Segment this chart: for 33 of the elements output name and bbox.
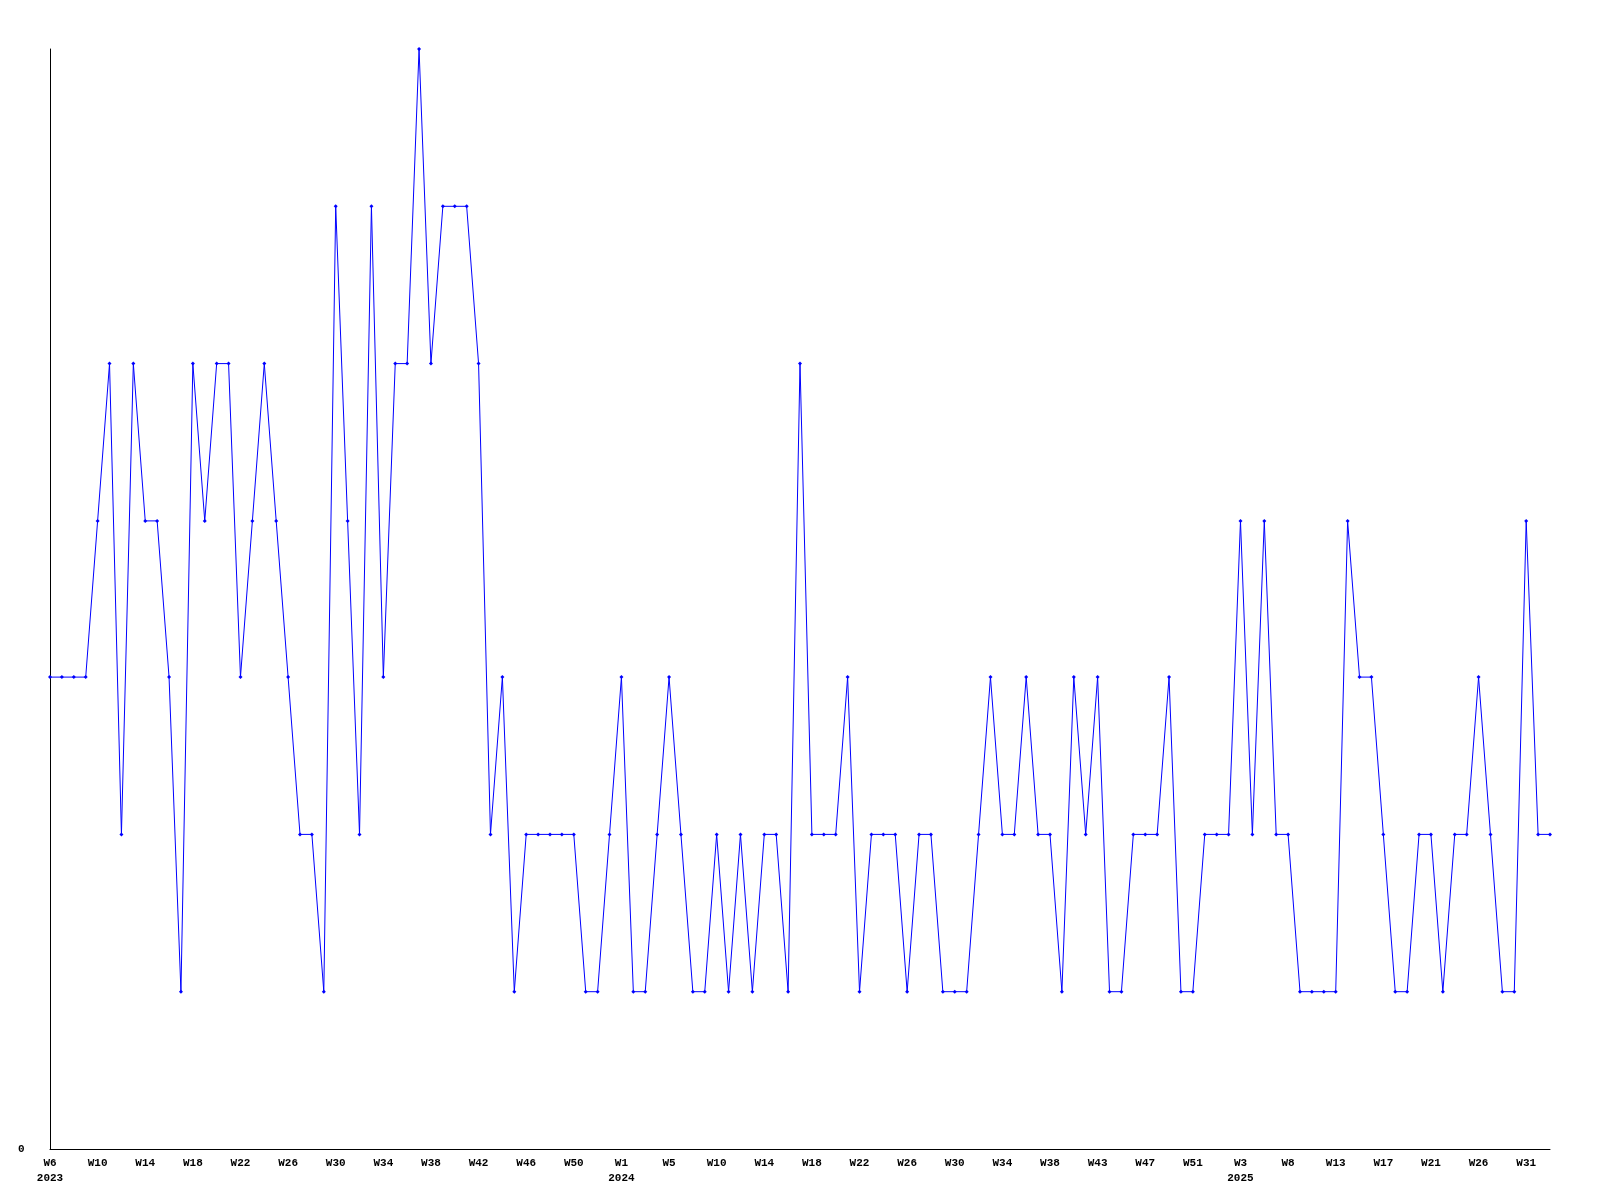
x-tick-label: W26 [278,1156,298,1169]
x-tick-label: W34 [992,1156,1013,1169]
x-tick-label: W10 [87,1156,108,1169]
x-tick-label: W14 [754,1156,775,1169]
x-tick-label: W51 [1182,1156,1204,1169]
x-tick-label: W13 [1325,1156,1347,1169]
x-tick-label: W38 [1040,1156,1061,1169]
x-tick-label: W21 [1421,1156,1442,1169]
x-tick-label: W1 2024 [608,1156,636,1184]
x-tick-label: W3 2025 [1227,1156,1255,1184]
x-tick-label: W14 [135,1156,156,1169]
text: 0 [18,1142,25,1155]
x-tick-label: W5 [662,1156,677,1169]
x-tick-label: W30 [944,1156,965,1169]
x-tick-label: W18 [802,1156,823,1169]
x-tick-label: W34 [373,1156,394,1169]
x-tick-label: W10 [706,1156,727,1169]
x-tick-label: W47 [1135,1156,1156,1169]
x-tick-label: W26 [897,1156,918,1169]
x-tick-label: W43 [1087,1156,1108,1169]
x-tick-label: W6 2023 [36,1156,64,1184]
x-tick-label: W50 [563,1156,584,1169]
x-tick-label: W18 [182,1156,204,1169]
x-tick-label: W38 [421,1156,442,1169]
x-tick-label: W8 [1281,1156,1296,1169]
x-tick-label: W26 [1468,1156,1489,1169]
x-tick-label: W31 [1516,1156,1537,1169]
x-tick-label: W42 [468,1156,489,1169]
x-tick-label: W17 [1373,1156,1394,1169]
x-tick-label: W46 [516,1156,537,1169]
x-tick-label: W22 [849,1156,870,1169]
x-tick-label: W22 [230,1156,251,1169]
x-tick-label: W30 [325,1156,346,1169]
